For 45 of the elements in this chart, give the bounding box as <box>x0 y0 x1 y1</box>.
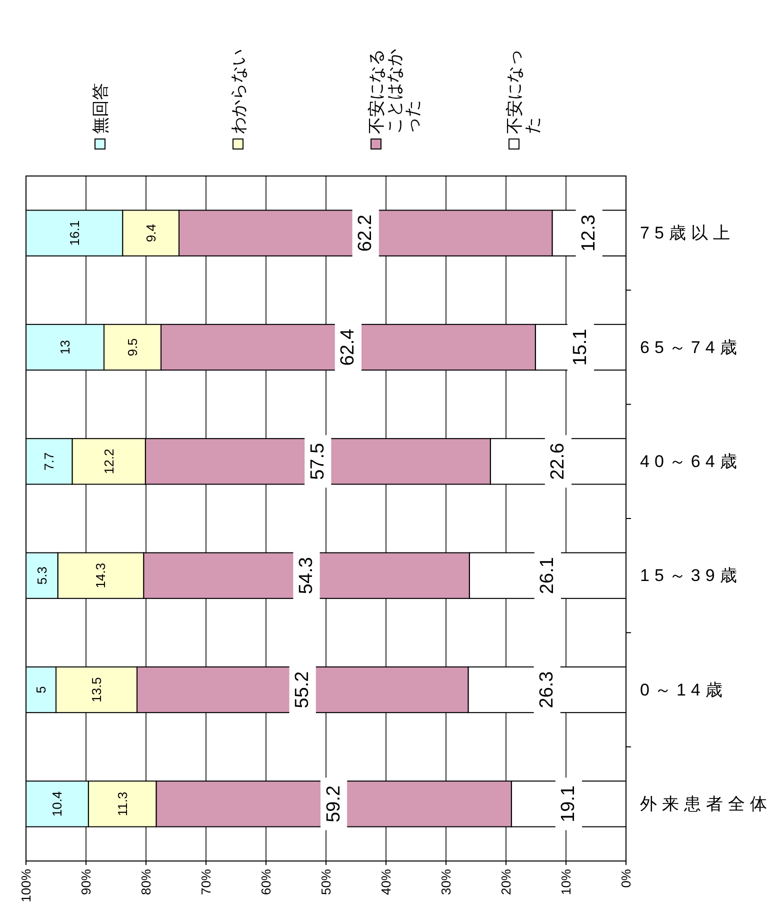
data-label: 15.1 <box>570 328 592 366</box>
data-label: 62.2 <box>355 214 376 252</box>
x-tick-label: 40% <box>378 868 394 896</box>
x-tick-label: 10% <box>558 868 574 896</box>
x-tick-label: 50% <box>318 868 334 896</box>
x-tick-label: 20% <box>498 868 514 896</box>
y-tick-label: 40～64歳 <box>640 452 742 471</box>
y-tick-label: 65～74歳 <box>640 338 742 357</box>
data-label: 55.2 <box>292 671 314 708</box>
data-label: 11.3 <box>114 792 130 816</box>
data-label: 22.6 <box>548 442 569 480</box>
data-label: 13 <box>58 340 72 354</box>
data-label: 7.7 <box>42 452 57 470</box>
data-label: 16.1 <box>66 220 82 246</box>
data-label: 5.3 <box>34 566 50 585</box>
x-tick-label: 0% <box>618 868 634 888</box>
data-label: 19.1 <box>558 785 580 822</box>
y-tick-label: 外来患者全体 <box>640 794 772 814</box>
data-label: 14.3 <box>93 562 108 588</box>
data-label: 12.2 <box>101 448 116 474</box>
text: 無回答 <box>90 83 110 134</box>
x-tick-label: 90% <box>78 868 94 896</box>
text: 不安になることはなかった <box>366 49 422 134</box>
text: 不安になった <box>504 49 542 134</box>
x-tick-label: 70% <box>198 868 214 896</box>
data-label: 57.5 <box>307 442 328 480</box>
y-tick-label: 75歳以上 <box>640 224 735 243</box>
text: わからない <box>228 49 248 134</box>
data-label: 54.3 <box>296 557 317 594</box>
data-label: 26.3 <box>536 671 558 708</box>
x-tick-label: 100% <box>18 868 34 902</box>
data-label: 10.4 <box>50 791 65 817</box>
x-tick-label: 60% <box>258 868 274 896</box>
data-label: 59.2 <box>323 785 344 822</box>
data-label: 26.1 <box>537 557 558 594</box>
data-label: 12.3 <box>578 214 600 252</box>
data-label: 5 <box>34 686 48 694</box>
x-tick-label: 80% <box>138 868 154 896</box>
data-label: 9.5 <box>125 338 140 356</box>
y-tick-label: 15～39歳 <box>640 566 742 586</box>
data-label: 13.5 <box>89 677 104 702</box>
y-tick-label: 0～14歳 <box>640 680 728 700</box>
data-label: 62.4 <box>338 328 359 366</box>
data-label: 9.4 <box>143 224 158 242</box>
x-tick-label: 30% <box>438 868 454 896</box>
